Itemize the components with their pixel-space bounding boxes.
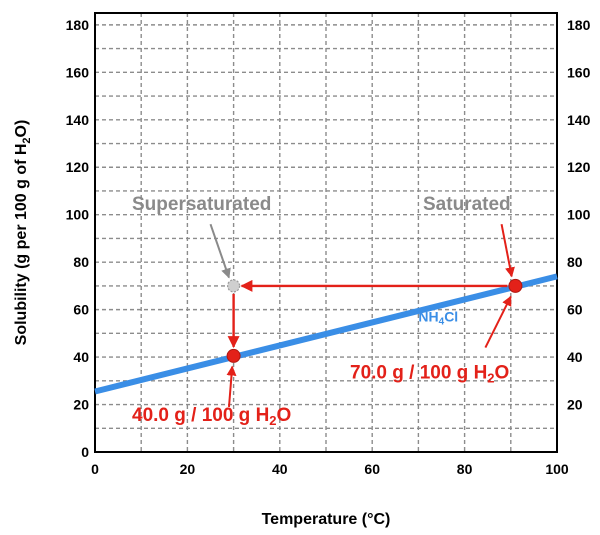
annotation-arrows bbox=[209, 223, 515, 407]
annotation-saturated: Saturated bbox=[423, 194, 511, 215]
series-layer bbox=[94, 273, 558, 395]
x-axis-title: Temperature (°C) bbox=[262, 511, 391, 528]
annotation-70g-end: O bbox=[495, 362, 510, 383]
plot-area-frame bbox=[94, 12, 558, 453]
y-tick-label-right: 140 bbox=[567, 112, 591, 128]
y-tick-label: 100 bbox=[66, 207, 90, 223]
point-supersaturated bbox=[227, 279, 241, 293]
arrow-saturated-pointer bbox=[500, 224, 515, 278]
y-tick-label: 20 bbox=[73, 397, 89, 413]
axis-ticks: 0 20 40 60 80 100 0 20 40 60 80 100 120 140 160 180 20 40… bbox=[66, 17, 591, 477]
series-label-nh4cl: NH4Cl bbox=[418, 308, 458, 327]
y-tick-label-right: 180 bbox=[567, 17, 591, 33]
arrow-70g-pointer bbox=[484, 295, 512, 349]
y-axis-title-main: Solubility (g per 100 g of H bbox=[13, 144, 30, 346]
y-tick-label-right: 160 bbox=[567, 64, 591, 80]
x-tick-label: 100 bbox=[545, 461, 569, 477]
y-tick-label: 60 bbox=[73, 302, 89, 318]
y-tick-label: 140 bbox=[66, 112, 90, 128]
grid-lines bbox=[95, 13, 557, 452]
arrow-supersaturated-pointer bbox=[209, 223, 231, 279]
points-layer bbox=[226, 278, 523, 363]
annotation-70g-subscript: 2 bbox=[487, 370, 494, 385]
annotation-70g-label: 70.0 g / 100 g H2O bbox=[350, 362, 509, 385]
x-tick-label: 60 bbox=[364, 461, 380, 477]
series-label-subscript: 4 bbox=[439, 316, 445, 327]
annotation-supersaturated: Supersaturated bbox=[132, 194, 271, 215]
series-label-cl: Cl bbox=[444, 308, 458, 324]
y-tick-label: 120 bbox=[66, 159, 90, 175]
y-tick-label-right: 20 bbox=[567, 397, 583, 413]
point-70g-saturated bbox=[508, 278, 523, 293]
point-40g-solution bbox=[226, 348, 241, 363]
x-tick-label: 0 bbox=[91, 461, 99, 477]
annotation-40g-label: 40.0 g / 100 g H2O bbox=[132, 405, 291, 428]
y-tick-label: 160 bbox=[66, 64, 90, 80]
y-tick-label: 80 bbox=[73, 254, 89, 270]
x-tick-label: 40 bbox=[272, 461, 288, 477]
y-tick-label: 40 bbox=[73, 349, 89, 365]
y-tick-label-right: 100 bbox=[567, 207, 591, 223]
y-axis-title-end: O) bbox=[13, 120, 30, 138]
y-axis-title-subscript: 2 bbox=[21, 137, 33, 143]
series-line-nh4cl bbox=[94, 273, 558, 395]
y-tick-label-right: 120 bbox=[567, 159, 591, 175]
y-tick-label-right: 60 bbox=[567, 302, 583, 318]
y-tick-label: 180 bbox=[66, 17, 90, 33]
series-label-nh: NH bbox=[418, 308, 438, 324]
annotation-40g-main: 40.0 g / 100 g H bbox=[132, 405, 269, 426]
y-tick-label-right: 80 bbox=[567, 254, 583, 270]
y-axis-title: Solubility (g per 100 g of H2O) bbox=[13, 120, 33, 346]
x-tick-label: 20 bbox=[180, 461, 196, 477]
annotation-40g-subscript: 2 bbox=[269, 413, 276, 428]
x-tick-label: 80 bbox=[457, 461, 473, 477]
annotation-40g-end: O bbox=[277, 405, 292, 426]
arrow-40g-pointer bbox=[226, 365, 237, 407]
annotation-70g-main: 70.0 g / 100 g H bbox=[350, 362, 487, 383]
y-tick-label: 0 bbox=[81, 444, 89, 460]
y-tick-label-right: 40 bbox=[567, 349, 583, 365]
